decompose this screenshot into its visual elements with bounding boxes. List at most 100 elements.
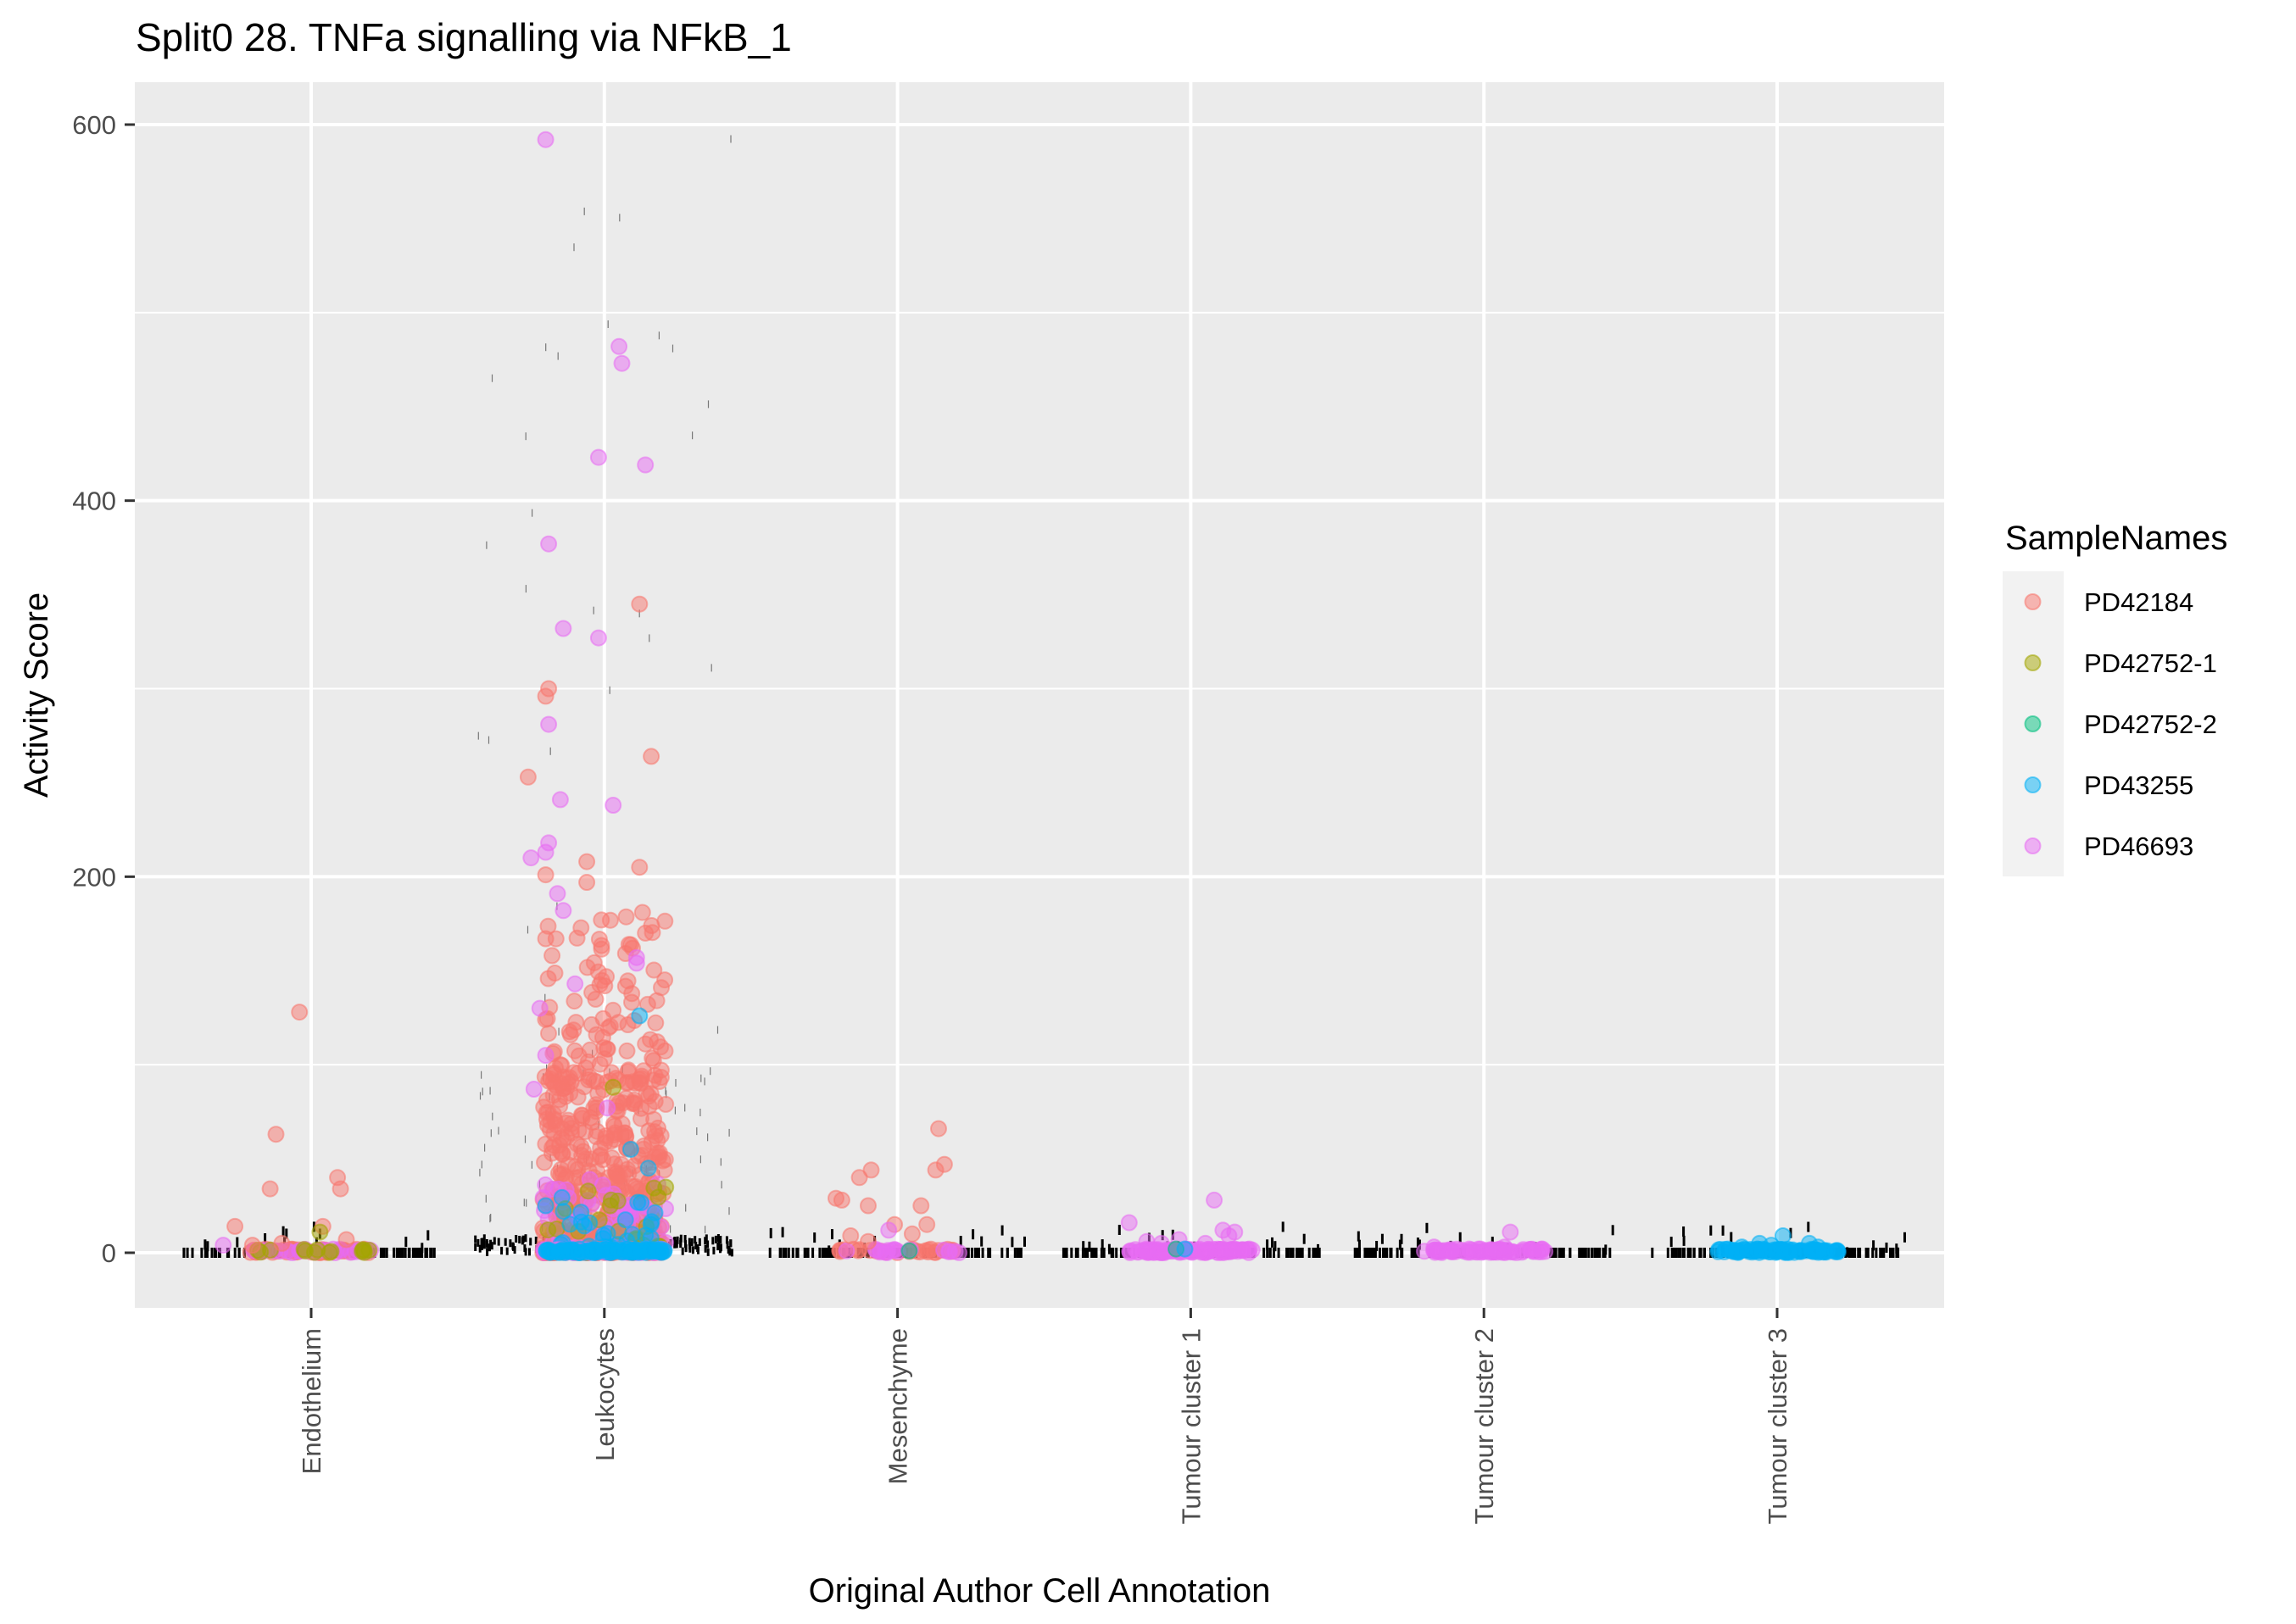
data-point xyxy=(637,456,655,474)
data-point xyxy=(621,1141,639,1158)
data-point xyxy=(644,1049,661,1067)
legend-item-pd46693: PD46693 xyxy=(2024,831,2193,861)
data-point xyxy=(566,993,583,1010)
data-point xyxy=(610,337,628,355)
data-point xyxy=(585,1072,603,1089)
data-point xyxy=(551,791,569,809)
major-gridlines xyxy=(135,82,1944,1308)
legend-label: PD42752-2 xyxy=(2084,709,2217,739)
data-point xyxy=(553,1057,571,1075)
data-point xyxy=(519,768,537,786)
data-point xyxy=(850,1169,868,1187)
legend-item-pd42752-1: PD42752-1 xyxy=(2024,648,2217,678)
legend-key-point xyxy=(2024,715,2042,732)
data-point xyxy=(1176,1240,1194,1258)
data-point xyxy=(649,1243,667,1260)
data-point xyxy=(537,131,554,148)
data-point xyxy=(935,1241,953,1259)
data-point xyxy=(613,354,631,372)
data-point xyxy=(572,919,590,937)
data-point xyxy=(643,748,660,765)
data-point xyxy=(903,1225,921,1243)
data-point xyxy=(273,1234,291,1252)
data-point xyxy=(577,1123,594,1141)
data-point xyxy=(637,924,655,942)
data-point xyxy=(623,985,641,1003)
data-point xyxy=(862,1161,880,1179)
legend-item-pd42184: PD42184 xyxy=(2024,587,2193,617)
data-point xyxy=(590,931,608,948)
data-point xyxy=(261,1180,279,1198)
legend-item-pd43255: PD43255 xyxy=(2024,770,2193,800)
legend-key-point xyxy=(2024,654,2042,671)
data-point xyxy=(642,1031,659,1048)
data-point xyxy=(648,992,666,1009)
legend: SampleNames PD42184 PD42752-1 PD42752-2 PD4… xyxy=(2003,520,2227,876)
y-tick-label: 0 xyxy=(102,1238,116,1268)
data-point xyxy=(1220,1227,1238,1244)
x-tick-label: Tumour cluster 3 xyxy=(1763,1328,1792,1524)
y-tick-label: 200 xyxy=(72,862,116,892)
data-point xyxy=(1206,1191,1223,1209)
data-point xyxy=(631,595,649,613)
data-point xyxy=(592,1146,610,1164)
data-point xyxy=(578,853,596,870)
legend-label: PD42752-1 xyxy=(2084,648,2217,678)
data-point xyxy=(1228,1241,1246,1259)
legend-title: SampleNames xyxy=(2005,520,2227,557)
x-tick-label: Tumour cluster 2 xyxy=(1469,1328,1499,1524)
x-tick-labels: Endothelium Leukocytes Mesenchyme Tumour cl… xyxy=(297,1328,1792,1524)
data-point xyxy=(1196,1234,1214,1252)
data-point xyxy=(656,971,674,989)
data-point xyxy=(596,977,614,995)
data-point xyxy=(549,885,566,903)
legend-key-point xyxy=(2024,593,2042,610)
data-point xyxy=(1809,1238,1827,1256)
x-axis-title: Original Author Cell Annotation xyxy=(809,1572,1271,1610)
data-point xyxy=(639,1160,657,1177)
data-point xyxy=(918,1215,936,1233)
data-point xyxy=(537,1197,554,1215)
data-point xyxy=(589,629,607,647)
data-point xyxy=(311,1223,329,1241)
data-point xyxy=(601,1197,619,1215)
y-tick-label: 600 xyxy=(72,110,116,140)
data-point xyxy=(605,1001,622,1019)
data-point xyxy=(579,1182,597,1200)
data-point xyxy=(1152,1234,1170,1252)
data-point xyxy=(554,902,572,920)
data-point xyxy=(537,930,554,948)
data-point xyxy=(880,1221,898,1239)
data-point xyxy=(631,1007,649,1025)
legend-label: PD46693 xyxy=(2084,831,2193,861)
chart-title: Split0 28. TNFa signalling via NFkB_1 xyxy=(136,15,792,59)
legend-label: PD43255 xyxy=(2084,770,2193,800)
data-point xyxy=(627,1177,644,1195)
data-point xyxy=(647,1014,665,1032)
data-point xyxy=(554,1131,572,1148)
data-point xyxy=(554,620,572,637)
data-point xyxy=(645,961,663,979)
data-point xyxy=(578,874,596,891)
data-point xyxy=(1425,1238,1443,1256)
data-point xyxy=(267,1126,285,1143)
data-point xyxy=(546,965,564,982)
data-point xyxy=(621,1243,638,1260)
data-point xyxy=(537,1047,554,1065)
legend-label: PD42184 xyxy=(2084,587,2193,617)
x-tick-label: Tumour cluster 1 xyxy=(1176,1328,1206,1524)
data-point xyxy=(618,1042,636,1059)
data-point xyxy=(1496,1238,1513,1256)
data-point xyxy=(1763,1237,1781,1254)
data-point xyxy=(354,1243,371,1260)
data-point xyxy=(1826,1243,1844,1260)
plot-panel xyxy=(135,82,1944,1308)
data-point xyxy=(640,1087,658,1105)
y-tick-labels: 0 200 400 600 xyxy=(72,110,116,1268)
data-point xyxy=(589,448,607,466)
data-point xyxy=(593,911,610,929)
data-point xyxy=(566,1042,583,1059)
data-point xyxy=(643,1213,660,1231)
y-tick-label: 400 xyxy=(72,487,116,516)
